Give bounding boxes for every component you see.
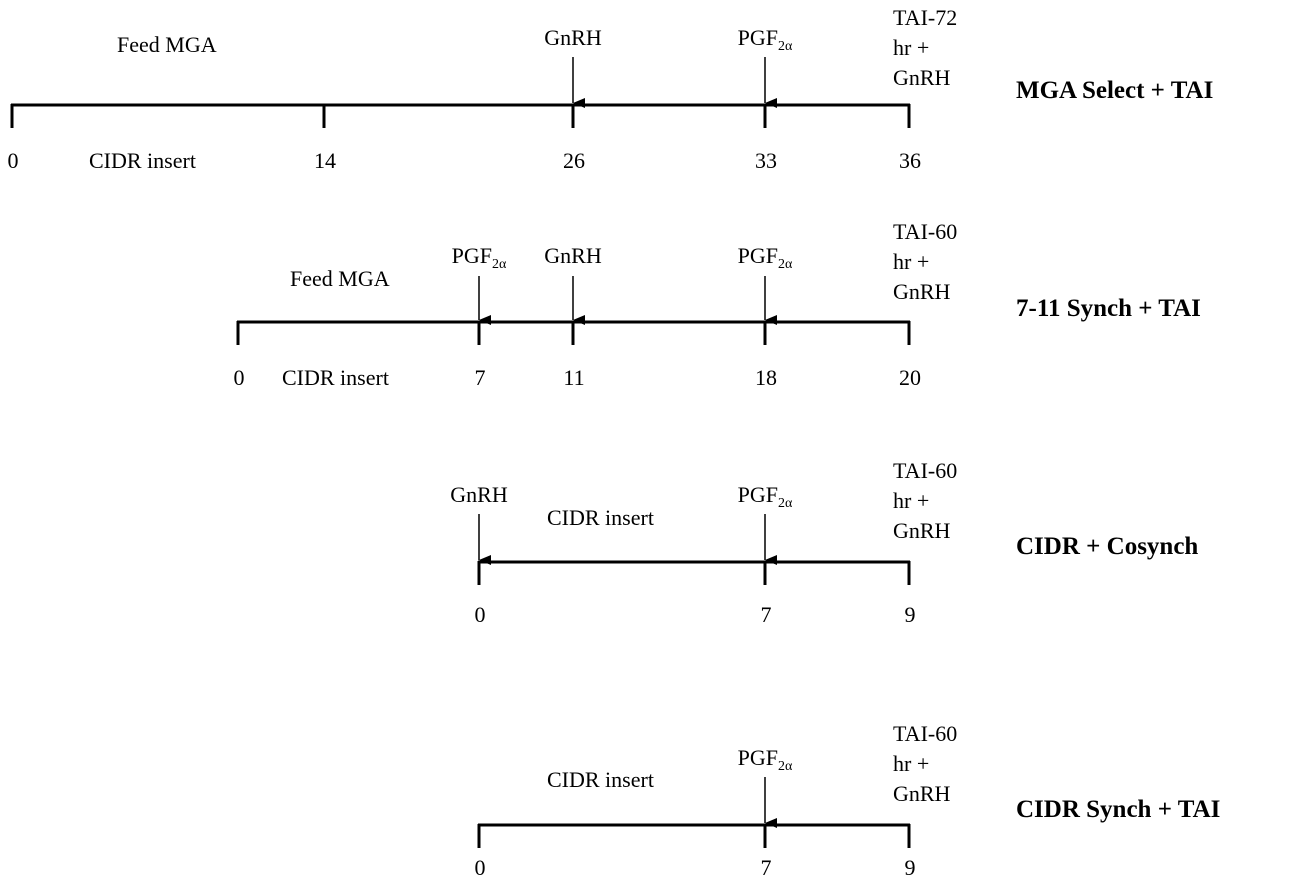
event-label-pgf: PGF2α (451, 243, 507, 272)
pgf-subscript: 2α (778, 257, 793, 272)
event-label-gnrh: GnRH (450, 482, 508, 507)
protocol-title: CIDR + Cosynch (1016, 533, 1199, 560)
timeline-mga-select (10, 57, 911, 128)
period-label-cidr-insert: CIDR insert (547, 767, 654, 792)
day-label: 20 (899, 365, 921, 390)
protocol-title: MGA Select + TAI (1016, 77, 1214, 104)
day-label: 0 (233, 365, 245, 390)
day-label: 26 (563, 148, 585, 173)
event-label-pgf: PGF2α (737, 25, 793, 54)
period-label-feed-mga: Feed MGA (117, 32, 217, 57)
final-event-label: TAI-60 hr + GnRH (893, 219, 958, 304)
period-label-feed-mga: Feed MGA (290, 266, 390, 291)
day-label: 9 (904, 855, 916, 880)
day-label: 18 (755, 365, 777, 390)
final-event-label: TAI-72 hr + GnRH (893, 5, 958, 90)
day-label: 33 (755, 148, 777, 173)
day-label: 36 (899, 148, 921, 173)
event-label-gnrh: GnRH (544, 25, 602, 50)
day-label: 9 (904, 602, 916, 627)
event-label-pgf: PGF2α (737, 243, 793, 272)
day-label: 7 (760, 602, 772, 627)
pgf-subscript: 2α (778, 759, 793, 774)
event-label-pgf: PGF2α (737, 745, 793, 774)
event-label-pgf: PGF2α (737, 482, 793, 511)
day-label: 7 (474, 365, 486, 390)
pgf-subscript: 2α (778, 39, 793, 54)
period-label-cidr-insert: CIDR insert (282, 365, 389, 390)
day-label: 0 (474, 602, 486, 627)
timeline-cidr-synch (477, 777, 911, 848)
timeline-cidr-cosynch (477, 514, 911, 585)
protocol-title: 7-11 Synch + TAI (1016, 295, 1201, 322)
day-label: 11 (563, 365, 585, 390)
timeline-7-11-synch (236, 276, 911, 345)
final-event-label: TAI-60 hr + GnRH (893, 721, 958, 806)
day-label: 7 (760, 855, 772, 880)
event-label-gnrh: GnRH (544, 243, 602, 268)
day-label: 0 (474, 855, 486, 880)
pgf-subscript: 2α (778, 496, 793, 511)
protocol-title: CIDR Synch + TAI (1016, 796, 1221, 823)
final-event-label: TAI-60 hr + GnRH (893, 458, 958, 543)
period-label-cidr-insert: CIDR insert (89, 148, 196, 173)
day-label: 0 (7, 148, 19, 173)
period-label-cidr-insert: CIDR insert (547, 505, 654, 530)
pgf-subscript: 2α (492, 257, 507, 272)
day-label: 14 (314, 148, 336, 173)
